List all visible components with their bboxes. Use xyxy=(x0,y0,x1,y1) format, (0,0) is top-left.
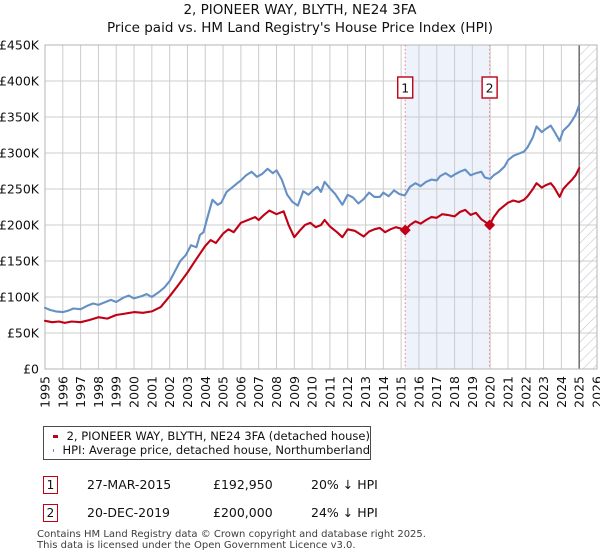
sale-1-number-badge: 1 xyxy=(43,476,58,494)
hpi-line xyxy=(43,103,581,314)
x-tick-label: 2003 xyxy=(180,376,195,408)
x-tick-label: 2013 xyxy=(358,376,373,408)
x-tick-label: 2020 xyxy=(483,376,498,408)
chart-title: 2, PIONEER WAY, BLYTH, NE24 3FA xyxy=(183,2,417,18)
x-tick-label: 2025 xyxy=(572,376,587,408)
sale-1-label-box xyxy=(397,76,414,99)
y-tick-label: £50K xyxy=(7,325,40,340)
sale-2-marker xyxy=(484,219,496,231)
y-tick-label: £250K xyxy=(0,181,40,196)
future-region-hatch xyxy=(579,45,597,369)
x-tick-label: 2019 xyxy=(465,376,480,408)
x-tick-label: 2002 xyxy=(162,376,177,408)
y-tick-label: £150K xyxy=(0,253,40,268)
sale-2-vs-hpi: 24% ↓ HPI xyxy=(311,505,378,520)
x-tick-label: 2018 xyxy=(447,376,462,408)
x-tick-label: 2007 xyxy=(251,376,266,408)
y-tick-label: £0 xyxy=(23,361,39,376)
x-tick-label: 1997 xyxy=(73,376,88,408)
sale-2-date: 20-DEC-2019 xyxy=(87,505,170,520)
x-tick-label: 2012 xyxy=(340,376,355,408)
property-price-line xyxy=(43,167,581,324)
x-tick-label: 2000 xyxy=(127,376,142,408)
x-tick-label: 2021 xyxy=(500,376,515,408)
sale-2-label-text: 2 xyxy=(486,81,494,96)
chart-legend: 2, PIONEER WAY, BLYTH, NE24 3FA (detache… xyxy=(43,426,371,460)
x-tick-label: 2022 xyxy=(518,376,533,408)
y-tick-label: £350K xyxy=(0,109,40,124)
y-tick-label: £100K xyxy=(0,289,40,304)
x-tick-label: 2015 xyxy=(394,376,409,408)
legend-row-hpi: HPI: Average price, detached house, Nort… xyxy=(44,443,370,457)
x-tick-label: 2006 xyxy=(233,376,248,408)
sale-2-label-box xyxy=(481,76,498,99)
chart-subtitle: Price paid vs. HM Land Registry's House … xyxy=(107,20,493,36)
footer-licence: This data is licensed under the Open Gov… xyxy=(37,540,356,551)
x-tick-label: 2024 xyxy=(554,376,569,408)
sale-1-date: 27-MAR-2015 xyxy=(87,477,172,492)
x-tick-label: 2010 xyxy=(305,376,320,408)
sale-1-marker xyxy=(399,224,411,236)
x-tick-label: 1995 xyxy=(38,376,53,408)
x-tick-label: 2005 xyxy=(216,376,231,408)
property-line-swatch xyxy=(53,434,58,438)
sale-2-number-badge: 2 xyxy=(43,504,58,522)
legend-label-property: 2, PIONEER WAY, BLYTH, NE24 3FA (detache… xyxy=(66,429,370,443)
y-tick-label: £300K xyxy=(0,145,40,160)
between-sales-band xyxy=(405,45,490,369)
y-tick-label: £400K xyxy=(0,73,40,88)
x-tick-label: 2011 xyxy=(322,376,337,408)
sale-annotation-row-1: 1 27-MAR-2015 £192,950 20% ↓ HPI xyxy=(43,476,563,496)
y-tick-label: £200K xyxy=(0,217,40,232)
x-tick-label: 1999 xyxy=(109,376,124,408)
sale-1-vs-hpi: 20% ↓ HPI xyxy=(311,477,378,492)
sale-annotation-row-2: 2 20-DEC-2019 £200,000 24% ↓ HPI xyxy=(43,504,563,524)
legend-label-hpi: HPI: Average price, detached house, Nort… xyxy=(62,443,370,457)
footer-copyright: Contains HM Land Registry data © Crown c… xyxy=(37,529,426,540)
x-tick-label: 2026 xyxy=(590,376,600,408)
sale-1-price: £192,950 xyxy=(213,477,273,492)
hpi-line-swatch xyxy=(53,448,54,452)
sale-2-price: £200,000 xyxy=(213,505,273,520)
sale-1-label-text: 1 xyxy=(401,81,409,96)
x-tick-label: 2023 xyxy=(536,376,551,408)
x-tick-label: 2017 xyxy=(429,376,444,408)
legend-row-property: 2, PIONEER WAY, BLYTH, NE24 3FA (detache… xyxy=(44,429,370,443)
x-tick-label: 1996 xyxy=(55,376,70,408)
x-tick-label: 2016 xyxy=(411,376,426,408)
y-tick-label: £450K xyxy=(0,37,40,52)
x-tick-label: 2004 xyxy=(198,376,213,408)
x-tick-label: 2008 xyxy=(269,376,284,408)
x-tick-label: 2014 xyxy=(376,376,391,408)
price-chart-plot: 1 2£0£50K£100K£150K£200K£250K£300K£350K£4… xyxy=(0,37,600,408)
plot-border xyxy=(44,44,598,370)
x-tick-label: 2001 xyxy=(144,376,159,408)
x-tick-label: 1998 xyxy=(91,376,106,408)
x-tick-label: 2009 xyxy=(287,376,302,408)
